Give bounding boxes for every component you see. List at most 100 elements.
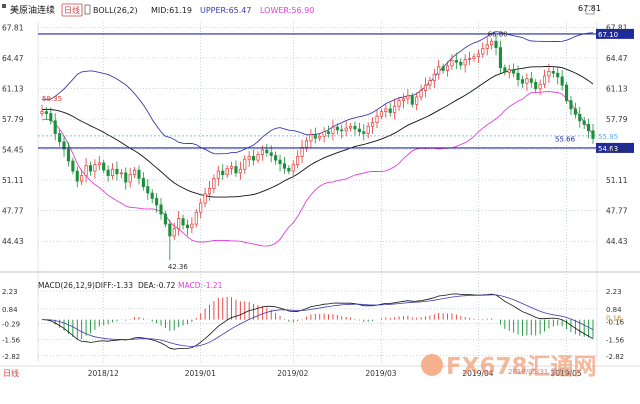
diff-label: DIFF:-1.33 xyxy=(95,281,133,290)
candle-body xyxy=(463,59,467,66)
candle-body xyxy=(445,65,450,71)
y-tick-label-left: 44.43 xyxy=(2,237,24,246)
candle-body xyxy=(432,73,436,81)
candle-body xyxy=(309,134,313,142)
candle-body xyxy=(472,56,476,59)
y-tick-label-right: 51.11 xyxy=(606,176,628,185)
candle-body xyxy=(388,108,392,113)
candle-body xyxy=(516,72,520,80)
window-icon[interactable] xyxy=(585,5,595,15)
candle-body xyxy=(573,108,577,115)
macd-label: MACD(26,12,9) xyxy=(38,281,95,290)
candle-body xyxy=(207,188,212,195)
header-square-icon xyxy=(2,4,6,8)
candle-body xyxy=(520,79,525,84)
macd-y-tick-right: -1.56 xyxy=(606,337,625,345)
candle-body xyxy=(304,140,309,148)
y-tick-label-right: 44.43 xyxy=(606,237,628,246)
candle-body xyxy=(58,133,62,143)
candle-body xyxy=(326,131,331,134)
candle-body xyxy=(75,170,79,182)
candle-body xyxy=(133,169,137,176)
candle-body xyxy=(587,124,591,132)
peak-tag: 66.60 xyxy=(488,30,508,38)
y-tick-label-left: 67.81 xyxy=(2,23,24,32)
candle-body xyxy=(260,149,264,155)
upper-line-tag-bg xyxy=(596,28,634,39)
candle-body xyxy=(282,163,286,169)
y-tick-label-right: 57.79 xyxy=(606,115,628,124)
candle-body xyxy=(146,186,150,194)
candle-body xyxy=(318,135,322,139)
candle-body xyxy=(66,148,70,162)
candle-body xyxy=(49,113,53,122)
y-axis: 67.81 67.81 64.47 64.47 61.13 61.13 57.79 57.79… xyxy=(2,23,628,360)
candle-body xyxy=(265,149,269,154)
candle-body xyxy=(313,134,317,139)
candle-body xyxy=(102,162,106,171)
candle-body xyxy=(428,80,432,86)
lower-line-tag-bg xyxy=(596,142,634,153)
candle-body xyxy=(252,156,256,161)
candle-body xyxy=(278,159,282,165)
candle-body xyxy=(71,160,75,172)
candle-body xyxy=(349,125,353,129)
candle-body xyxy=(366,125,370,134)
y-tick-label-left: 64.47 xyxy=(2,54,24,63)
candle-body xyxy=(344,127,348,132)
x-tick-label: 2019/05 xyxy=(551,369,582,378)
macd-y-tick-right: 2.23 xyxy=(606,288,622,296)
candle-body xyxy=(335,126,339,131)
period-footer-label[interactable]: 日线 xyxy=(3,368,19,378)
candle-body xyxy=(357,128,361,133)
candle-body xyxy=(397,100,401,107)
candle-body xyxy=(454,60,458,63)
candle-body xyxy=(560,76,564,86)
macd-grid xyxy=(38,290,597,357)
candle-body xyxy=(53,120,57,134)
candle-body xyxy=(547,71,551,77)
macd-y-tick-left: -0.29 xyxy=(2,320,20,328)
y-tick-label-right: 64.47 xyxy=(606,54,628,63)
x-tick-label: 2019/03 xyxy=(365,369,396,378)
candle-body xyxy=(423,84,428,91)
indicator-icon xyxy=(84,4,91,15)
candle-body xyxy=(419,90,423,98)
macd-y-tick-left: 0.84 xyxy=(2,306,18,314)
y-tick-label-left: 47.77 xyxy=(2,207,24,216)
candle-body xyxy=(194,211,198,225)
watermark-text: FX678汇通网 xyxy=(446,354,596,380)
macd-y-tick-right: 0.16 xyxy=(606,315,622,323)
candle-body xyxy=(578,114,582,122)
candle-body xyxy=(234,166,238,174)
candle-body xyxy=(287,167,291,172)
upper-line-tag: 67.10 xyxy=(598,31,618,39)
candle-body xyxy=(476,53,480,58)
period-badge[interactable] xyxy=(61,3,83,17)
lower-label: LOWER:56.90 xyxy=(260,6,314,15)
header-bar xyxy=(0,0,640,22)
candle-body xyxy=(247,156,251,160)
horizontal-lines xyxy=(38,33,597,149)
candle-body xyxy=(150,192,154,199)
candle-body xyxy=(106,169,110,176)
candle-body xyxy=(393,105,397,113)
candle-body xyxy=(181,218,185,226)
candle-body xyxy=(485,44,489,49)
dea-line xyxy=(41,294,594,347)
candle-body xyxy=(450,60,454,67)
x-tick-label: 2019/01 xyxy=(185,369,216,378)
candle-body xyxy=(441,66,445,71)
y-tick-label-right: 47.77 xyxy=(606,207,628,216)
candle-body xyxy=(481,48,485,55)
candle-body xyxy=(172,228,176,237)
candle-body xyxy=(177,218,181,230)
candle-body xyxy=(507,69,511,73)
candle-body xyxy=(256,154,260,161)
candle-body xyxy=(168,223,172,237)
y-tick-label-left: 57.79 xyxy=(2,115,24,124)
candle-body xyxy=(163,213,167,225)
candle-body xyxy=(110,168,115,176)
macd-y-tick-right: -0.16 xyxy=(606,319,625,327)
